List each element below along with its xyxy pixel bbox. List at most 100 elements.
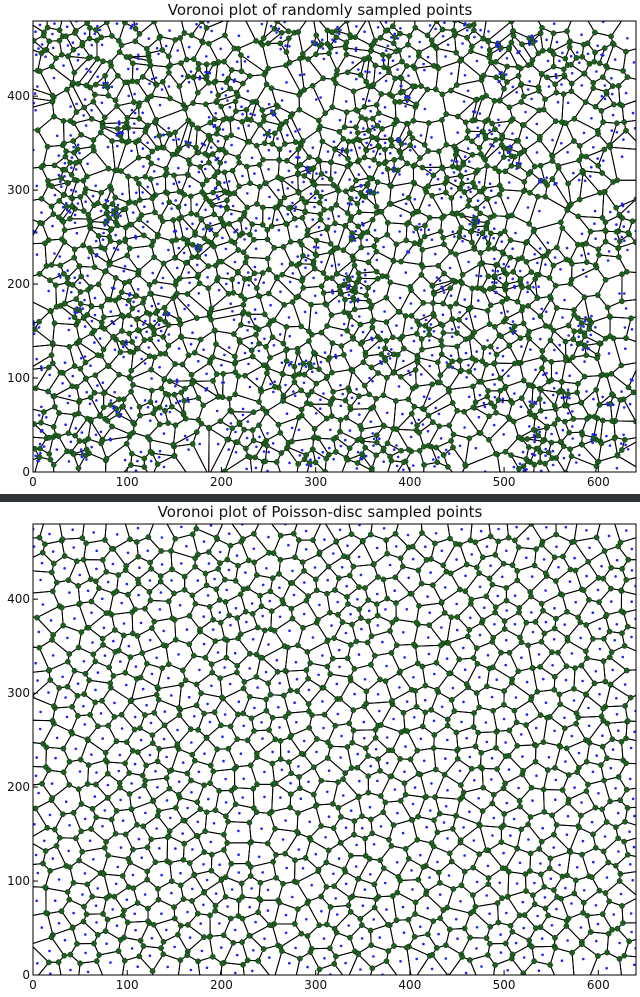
voronoi-vertex — [122, 224, 129, 231]
voronoi-vertex — [327, 240, 334, 247]
voronoi-vertex — [145, 122, 151, 129]
sample-point — [167, 85, 171, 88]
voronoi-vertex — [123, 54, 130, 60]
sample-point — [535, 39, 538, 43]
voronoi-vertex — [256, 161, 263, 168]
sample-point — [83, 32, 87, 35]
sample-point — [70, 188, 73, 192]
sample-point — [255, 217, 258, 220]
sample-point — [172, 138, 175, 142]
voronoi-vertex — [595, 162, 602, 169]
sample-point — [507, 181, 511, 184]
voronoi-vertex — [232, 353, 238, 360]
voronoi-vertex — [408, 312, 415, 319]
sample-point — [371, 338, 374, 342]
voronoi-cell — [616, 441, 636, 468]
voronoi-vertex — [496, 168, 502, 175]
sample-point — [422, 62, 425, 66]
voronoi-cell — [387, 460, 405, 472]
voronoi-vertex — [443, 141, 450, 148]
voronoi-vertex — [194, 89, 201, 96]
voronoi-vertex — [51, 320, 58, 327]
voronoi-vertex — [353, 107, 359, 113]
voronoi-cell — [313, 780, 339, 806]
voronoi-vertex — [40, 32, 47, 39]
voronoi-cell — [346, 315, 362, 338]
sample-point — [575, 51, 579, 54]
voronoi-vertex — [581, 294, 588, 301]
voronoi-vertex — [240, 249, 247, 256]
voronoi-vertex — [305, 392, 312, 398]
sample-point — [147, 37, 151, 40]
voronoi-vertex — [58, 51, 65, 58]
voronoi-vertex — [617, 397, 624, 403]
sample-point — [216, 156, 220, 160]
sample-point — [254, 278, 257, 281]
voronoi-vertex — [247, 180, 253, 187]
voronoi-vertex — [380, 392, 387, 399]
voronoi-vertex — [366, 298, 372, 304]
voronoi-vertex — [419, 346, 425, 353]
sample-point — [376, 26, 380, 29]
sample-point — [490, 189, 493, 192]
voronoi-vertex — [166, 199, 173, 206]
voronoi-vertex — [371, 243, 377, 249]
sample-point — [195, 203, 198, 206]
voronoi-vertex — [332, 245, 338, 252]
sample-point — [38, 23, 42, 27]
voronoi-vertex — [269, 141, 276, 147]
voronoi-vertex — [254, 285, 260, 291]
sample-point — [375, 258, 379, 262]
sample-point — [369, 188, 373, 192]
voronoi-vertex — [592, 49, 598, 56]
sample-point — [174, 384, 177, 388]
sample-point — [331, 292, 335, 295]
voronoi-vertex — [424, 32, 431, 39]
sample-point — [175, 381, 179, 384]
voronoi-vertex — [93, 27, 99, 33]
sample-point — [409, 373, 412, 377]
voronoi-vertex — [236, 183, 242, 190]
sample-point — [400, 84, 403, 88]
sample-point — [404, 202, 408, 205]
voronoi-vertex — [520, 320, 527, 327]
sample-point — [167, 248, 170, 252]
voronoi-vertex — [82, 359, 89, 366]
sample-point — [533, 253, 536, 256]
voronoi-vertex — [359, 451, 365, 457]
voronoi-vertex — [611, 101, 617, 108]
voronoi-vertex — [86, 245, 93, 252]
voronoi-cell — [618, 198, 636, 222]
voronoi-cell — [108, 254, 140, 273]
sample-point — [521, 450, 525, 454]
voronoi-cell — [425, 845, 453, 874]
voronoi-vertex — [91, 389, 98, 396]
sample-point — [555, 76, 558, 80]
sample-point — [428, 397, 431, 401]
sample-point — [231, 204, 235, 208]
voronoi-vertex — [579, 441, 585, 448]
voronoi-vertex — [241, 296, 248, 303]
sample-point — [258, 435, 261, 439]
voronoi-vertex — [326, 451, 332, 458]
voronoi-vertex — [456, 316, 462, 323]
sample-point — [360, 286, 363, 290]
sample-point — [223, 353, 226, 357]
voronoi-vertex — [185, 352, 192, 359]
voronoi-vertex — [149, 148, 156, 155]
sample-point — [596, 44, 599, 48]
sample-point — [551, 449, 555, 453]
voronoi-vertex — [469, 285, 476, 292]
sample-point — [610, 92, 614, 96]
voronoi-vertex — [137, 197, 143, 203]
voronoi-vertex — [431, 291, 437, 297]
sample-point — [556, 100, 560, 104]
sample-point — [98, 337, 102, 340]
voronoi-vertex — [562, 55, 569, 62]
voronoi-vertex — [142, 173, 149, 180]
sample-point — [208, 71, 212, 75]
voronoi-vertex — [329, 104, 336, 111]
voronoi-vertex — [537, 30, 544, 37]
sample-point — [631, 111, 635, 115]
sample-point — [243, 238, 246, 241]
